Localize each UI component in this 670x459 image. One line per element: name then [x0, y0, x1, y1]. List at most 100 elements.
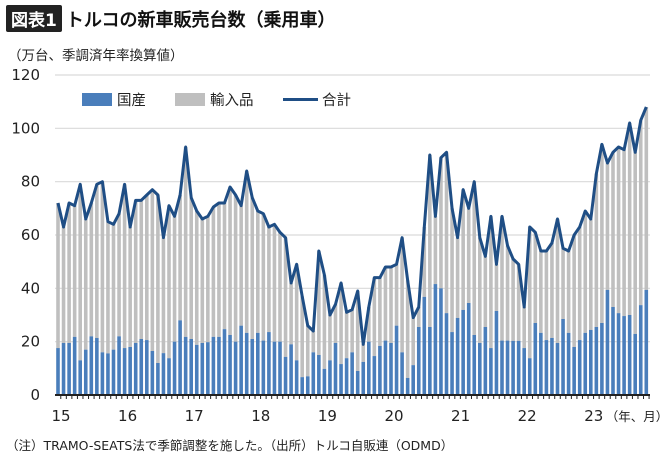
bar-domestic	[56, 348, 60, 395]
bar-domestic	[405, 377, 410, 395]
bar-imports	[478, 237, 482, 343]
bar-imports	[505, 245, 510, 341]
bar-imports	[344, 312, 349, 359]
bar-domestic	[183, 336, 188, 395]
legend-label-imports: 輸入品	[210, 92, 254, 109]
bar-domestic	[178, 320, 182, 395]
bar-domestic	[605, 289, 610, 395]
x-tick-label: 20	[384, 407, 403, 425]
bar-domestic	[455, 317, 460, 395]
bar-domestic	[128, 347, 132, 395]
bar-imports	[200, 219, 205, 343]
bar-domestic	[433, 284, 438, 395]
bar-domestic	[461, 309, 465, 395]
bar-domestic	[367, 341, 371, 395]
y-tick-label: 40	[21, 279, 40, 297]
bar-imports	[539, 251, 543, 333]
bar-imports	[500, 216, 504, 341]
bar-imports	[133, 200, 138, 343]
bar-domestic	[550, 337, 554, 395]
bar-imports	[522, 307, 526, 349]
bar-imports	[222, 203, 227, 330]
bar-imports	[89, 203, 94, 337]
bar-domestic	[400, 352, 404, 395]
bar-domestic	[355, 371, 360, 395]
bar-domestic	[95, 337, 99, 395]
bar-imports	[461, 189, 465, 310]
bar-imports	[422, 227, 427, 297]
bar-domestic	[106, 353, 110, 395]
bar-domestic	[61, 343, 66, 395]
bar-imports	[372, 277, 377, 357]
bar-imports	[211, 207, 216, 337]
bar-imports	[128, 227, 132, 347]
bar-imports	[194, 211, 199, 345]
legend-label-domestic: 国産	[117, 92, 146, 109]
bar-domestic	[516, 340, 521, 395]
bar-domestic	[522, 348, 526, 395]
bar-imports	[611, 152, 615, 307]
bar-domestic	[494, 311, 499, 395]
bar-imports	[250, 197, 255, 339]
legend-swatch-domestic	[82, 93, 112, 106]
bar-domestic	[167, 358, 171, 395]
bar-domestic	[111, 349, 116, 395]
x-tick-label: 18	[251, 407, 270, 425]
bar-domestic	[122, 348, 127, 395]
bar-imports	[261, 213, 266, 341]
bar-domestic	[466, 303, 471, 395]
figure-badge: 図表1	[6, 5, 62, 32]
bar-imports	[122, 184, 127, 349]
bar-domestic	[600, 323, 604, 395]
bar-domestic	[583, 332, 588, 395]
x-tick-label: 22	[518, 407, 537, 425]
bar-domestic	[627, 315, 632, 395]
bar-imports	[633, 152, 637, 334]
bar-domestic	[611, 307, 615, 395]
bar-domestic	[350, 352, 354, 395]
bar-imports	[189, 197, 193, 339]
bar-imports	[511, 259, 515, 341]
bar-domestic	[150, 351, 155, 395]
bar-domestic	[444, 313, 449, 395]
bar-domestic	[333, 343, 338, 395]
bar-domestic	[206, 342, 210, 395]
bar-imports	[439, 157, 443, 289]
bar-domestic	[544, 340, 549, 395]
bar-imports	[78, 184, 82, 361]
bar-imports	[516, 264, 521, 341]
y-tick-label: 120	[11, 66, 40, 84]
bar-domestic	[616, 313, 621, 395]
x-tick-label: 17	[185, 407, 204, 425]
bar-imports	[311, 331, 316, 353]
bar-domestic	[100, 352, 105, 395]
bar-domestic	[239, 325, 243, 395]
bar-imports	[111, 224, 116, 350]
bar-imports	[638, 120, 643, 306]
bar-imports	[605, 163, 610, 290]
bar-imports	[217, 203, 221, 337]
bar-domestic	[589, 329, 593, 395]
bar-domestic	[317, 355, 321, 395]
bar-imports	[616, 147, 621, 314]
bar-domestic	[411, 365, 415, 395]
bar-domestic	[555, 343, 560, 395]
bar-domestic	[156, 363, 160, 395]
bar-domestic	[194, 344, 199, 395]
bar-imports	[150, 189, 155, 351]
bar-imports	[405, 280, 410, 378]
bar-imports	[627, 123, 632, 315]
bar-domestic	[172, 341, 177, 395]
bar-imports	[72, 205, 77, 337]
footnote: （注）TRAMO-SEATS法で季節調整を施した。（出所）トルコ自販連（ODMD…	[6, 438, 454, 453]
bar-domestic	[222, 329, 227, 395]
bar-imports	[450, 208, 454, 333]
bar-domestic	[289, 344, 293, 395]
bar-domestic	[294, 360, 299, 395]
bar-domestic	[78, 360, 82, 395]
bar-imports	[95, 184, 99, 338]
bar-imports	[178, 195, 182, 321]
bar-domestic	[394, 325, 399, 395]
bar-imports	[600, 144, 604, 323]
